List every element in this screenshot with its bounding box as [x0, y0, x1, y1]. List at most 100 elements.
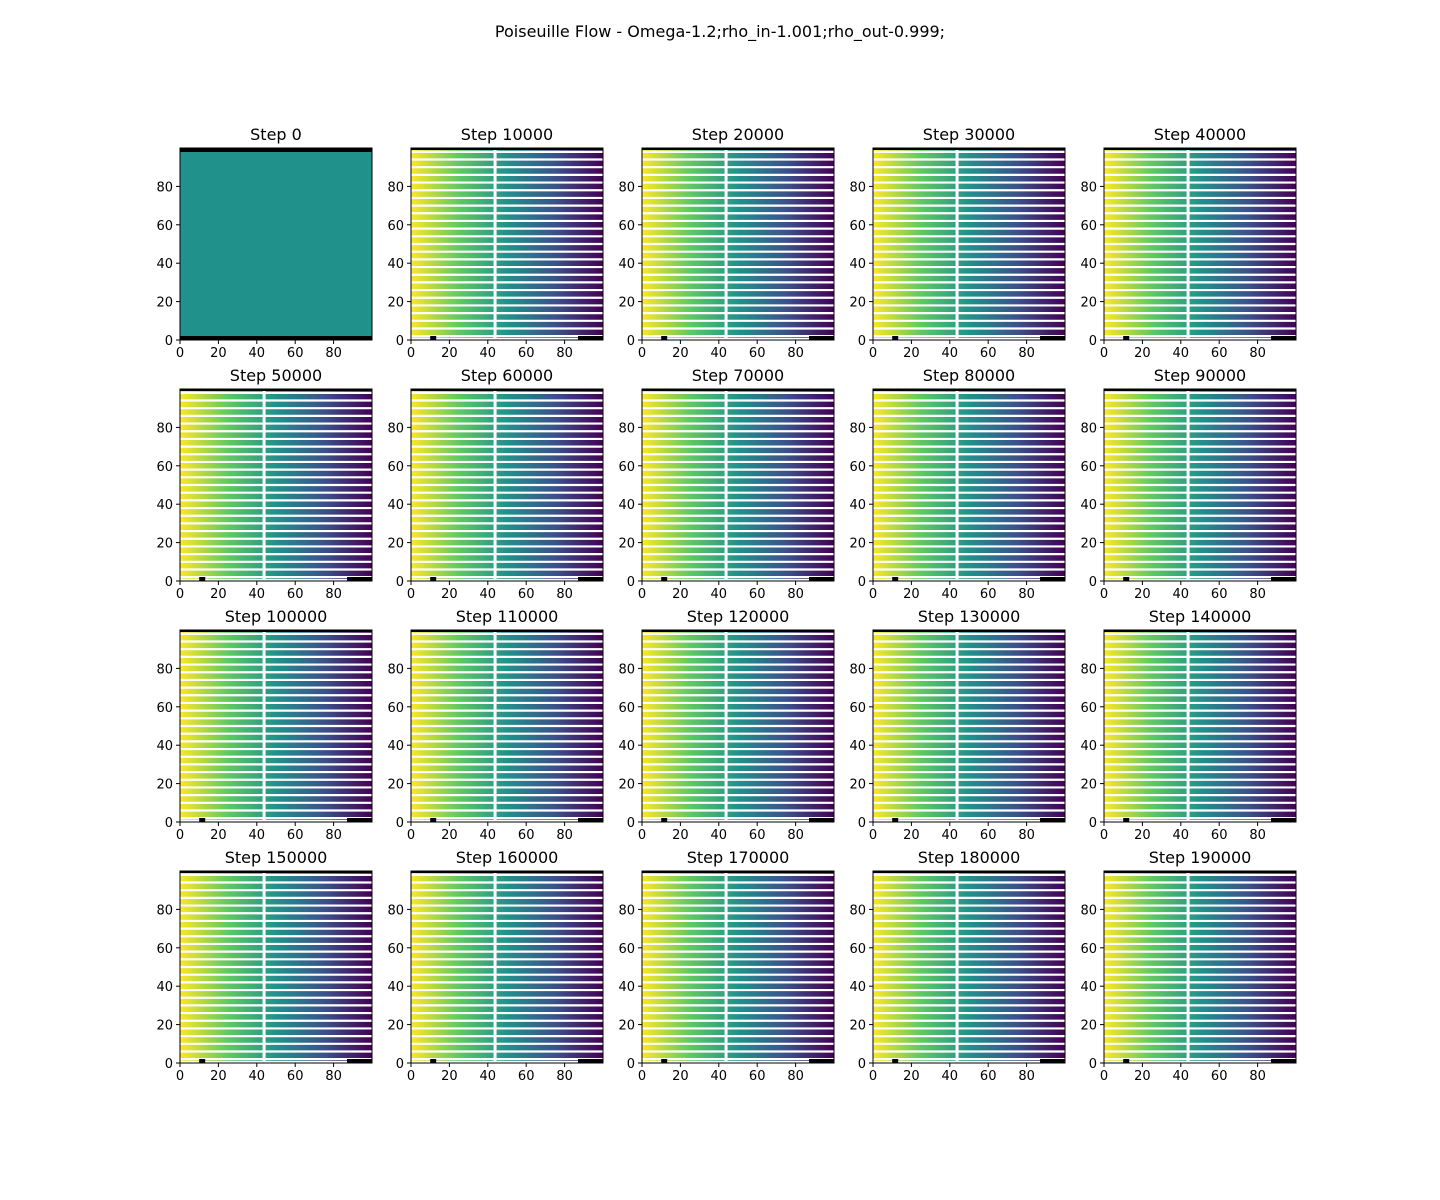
panel: Step 70000 0 20 40 60 80 0 20 40 60 80 [618, 366, 835, 602]
bottom-blob [347, 577, 372, 581]
streamlines [642, 632, 834, 820]
x-tick-label: 20 [903, 346, 920, 361]
x-tick-label: 0 [638, 346, 646, 361]
x-tick-label: 60 [287, 828, 304, 843]
figure-title: Poiseuille Flow - Omega-1.2;rho_in-1.001… [495, 22, 945, 42]
panel-title: Step 170000 [687, 848, 790, 867]
x-tick-label: 80 [1249, 346, 1266, 361]
x-tick-label: 80 [787, 1069, 804, 1084]
x-tick-label: 40 [1173, 1069, 1190, 1084]
bottom-blob [347, 1059, 372, 1063]
panel-title: Step 70000 [692, 366, 784, 385]
x-tick-label: 20 [210, 1069, 227, 1084]
y-tick-label: 80 [156, 903, 173, 918]
bottom-wall [642, 579, 834, 581]
y-tick-label: 80 [387, 421, 404, 436]
top-wall [180, 389, 372, 391]
bottom-wall [411, 1061, 603, 1063]
y-tick-label: 20 [1080, 1019, 1097, 1034]
y-tick-label: 60 [1080, 460, 1097, 475]
bottom-blob [892, 336, 899, 340]
y-tick-label: 20 [849, 537, 866, 552]
panel-title: Step 60000 [461, 366, 553, 385]
x-tick-label: 40 [942, 587, 959, 602]
x-tick-label: 60 [1211, 346, 1228, 361]
bottom-wall [180, 579, 372, 581]
panel: Step 190000 0 20 40 60 80 0 20 40 60 80 [1080, 848, 1297, 1084]
panel: Step 90000 0 20 40 60 80 0 20 40 60 80 [1080, 366, 1297, 602]
streamlines [1104, 391, 1296, 579]
top-wall [1104, 148, 1296, 150]
divider [493, 630, 497, 822]
top-wall [873, 389, 1065, 391]
x-tick-label: 20 [441, 1069, 458, 1084]
bottom-blob [430, 1059, 437, 1063]
streamlines [873, 632, 1065, 820]
y-tick-label: 0 [165, 816, 173, 831]
y-tick-label: 80 [618, 180, 635, 195]
bottom-blob [1271, 1059, 1296, 1063]
y-tick-label: 40 [849, 980, 866, 995]
divider [724, 871, 728, 1063]
y-tick-label: 60 [387, 701, 404, 716]
divider [1186, 148, 1190, 340]
x-tick-label: 80 [325, 1069, 342, 1084]
y-tick-label: 20 [618, 537, 635, 552]
x-tick-label: 80 [1249, 828, 1266, 843]
bottom-blob [1271, 336, 1296, 340]
y-tick-label: 0 [396, 575, 404, 590]
x-tick-label: 40 [480, 828, 497, 843]
y-tick-label: 60 [849, 942, 866, 957]
y-tick-label: 0 [396, 334, 404, 349]
panel-title: Step 10000 [461, 125, 553, 144]
y-tick-label: 80 [387, 180, 404, 195]
bottom-wall [411, 338, 603, 340]
panel-title: Step 90000 [1154, 366, 1246, 385]
divider [724, 148, 728, 340]
y-tick-label: 80 [387, 662, 404, 677]
streamlines [642, 391, 834, 579]
x-tick-label: 0 [176, 828, 184, 843]
y-tick-label: 60 [1080, 942, 1097, 957]
axes-frame [1103, 870, 1297, 1064]
x-tick-label: 0 [638, 1069, 646, 1084]
bottom-blob [430, 336, 437, 340]
x-tick-label: 20 [672, 1069, 689, 1084]
x-tick-label: 0 [407, 346, 415, 361]
bottom-blob [809, 577, 834, 581]
y-tick-label: 60 [156, 942, 173, 957]
x-tick-label: 60 [287, 346, 304, 361]
y-tick-label: 0 [627, 816, 635, 831]
y-tick-label: 40 [387, 980, 404, 995]
streamlines [642, 150, 834, 338]
x-tick-label: 80 [1249, 1069, 1266, 1084]
x-tick-label: 0 [176, 1069, 184, 1084]
panel: Step 60000 0 20 40 60 80 0 20 40 60 80 [387, 366, 604, 602]
x-tick-label: 40 [480, 587, 497, 602]
panel: Step 120000 0 20 40 60 80 0 20 40 60 80 [618, 607, 835, 843]
top-wall [180, 630, 372, 632]
bottom-wall [180, 336, 372, 340]
x-tick-label: 40 [711, 828, 728, 843]
axes-frame [641, 388, 835, 582]
y-tick-label: 0 [396, 816, 404, 831]
panel: Step 150000 0 20 40 60 80 0 20 40 60 80 [156, 848, 373, 1084]
top-wall [180, 148, 372, 152]
y-tick-label: 20 [1080, 778, 1097, 793]
x-tick-label: 80 [325, 346, 342, 361]
bottom-wall [873, 1061, 1065, 1063]
y-tick-label: 80 [1080, 662, 1097, 677]
bottom-blob [1123, 336, 1130, 340]
panel-title: Step 110000 [456, 607, 559, 626]
panel-title: Step 50000 [230, 366, 322, 385]
x-tick-label: 20 [672, 587, 689, 602]
top-wall [1104, 871, 1296, 873]
axes-frame [179, 388, 373, 582]
bottom-blob [1040, 1059, 1065, 1063]
streamlines [411, 632, 603, 820]
divider [955, 389, 959, 581]
y-tick-label: 40 [618, 980, 635, 995]
x-tick-label: 40 [249, 1069, 266, 1084]
y-tick-label: 20 [387, 296, 404, 311]
